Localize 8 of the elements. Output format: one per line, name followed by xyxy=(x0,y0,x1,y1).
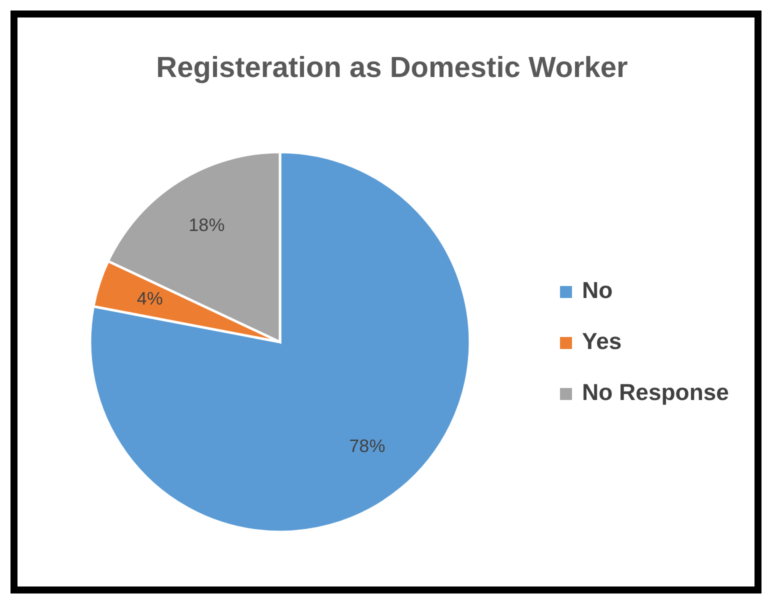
legend-label: Yes xyxy=(582,328,622,354)
data-label: 18% xyxy=(188,215,225,236)
data-label: 4% xyxy=(136,288,163,308)
chart-title: Registeration as Domestic Worker xyxy=(156,52,628,84)
data-label: 78% xyxy=(349,436,386,456)
legend-label: No Response xyxy=(582,379,729,406)
legend-label: No xyxy=(582,277,613,304)
pie-slice xyxy=(89,150,472,534)
